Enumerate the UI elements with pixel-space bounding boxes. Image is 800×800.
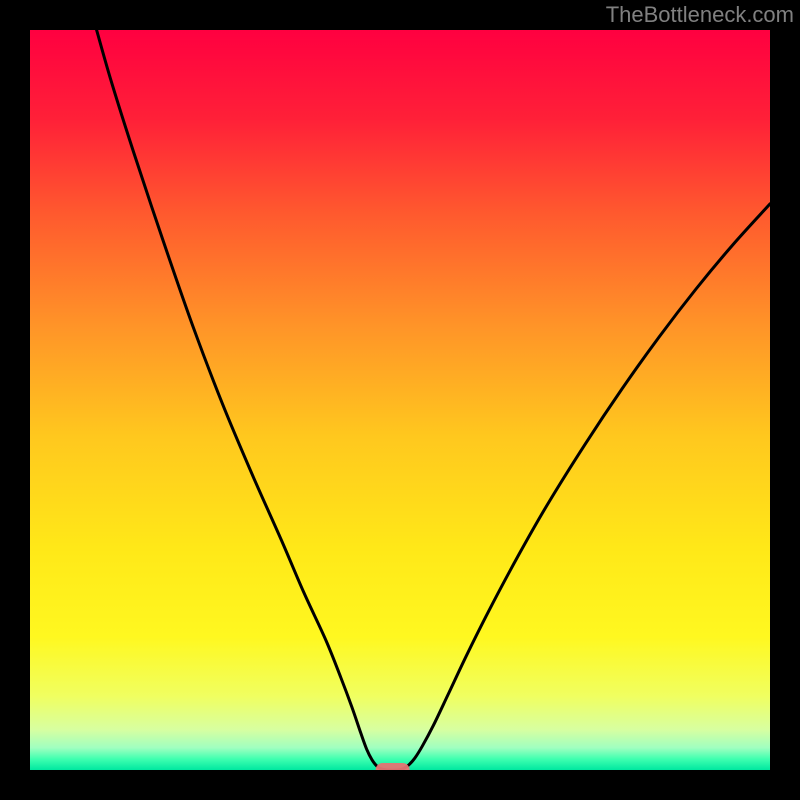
chart-container: TheBottleneck.com bbox=[0, 0, 800, 800]
bottleneck-curve-chart bbox=[30, 30, 770, 770]
gradient-background bbox=[30, 30, 770, 770]
plot-area bbox=[30, 30, 770, 770]
optimal-point-marker bbox=[376, 763, 410, 770]
watermark-label: TheBottleneck.com bbox=[606, 2, 794, 28]
